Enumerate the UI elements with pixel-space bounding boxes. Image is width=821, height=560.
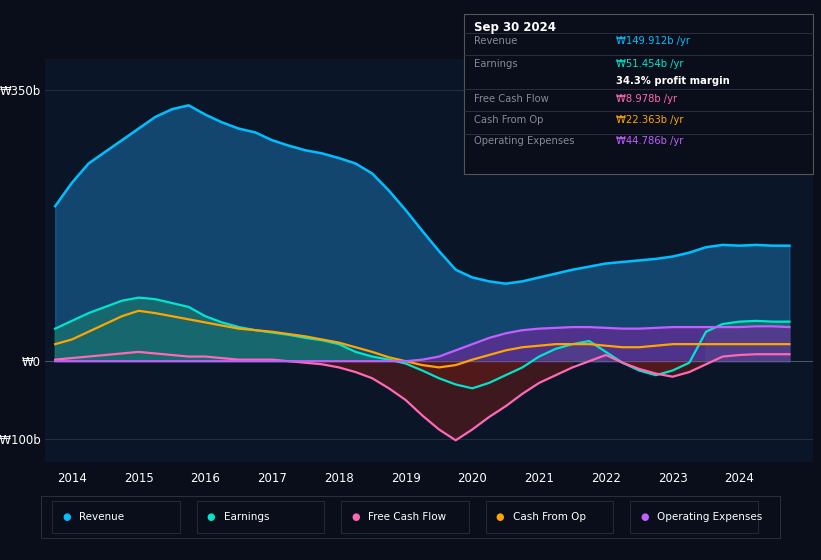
Text: ●: ● <box>640 512 649 522</box>
Text: Revenue: Revenue <box>80 512 125 522</box>
Text: ₩8.978b /yr: ₩8.978b /yr <box>616 94 677 104</box>
Text: Revenue: Revenue <box>474 36 517 46</box>
Text: ●: ● <box>207 512 215 522</box>
Text: ●: ● <box>496 512 504 522</box>
Text: Free Cash Flow: Free Cash Flow <box>369 512 447 522</box>
Text: ₩44.786b /yr: ₩44.786b /yr <box>616 136 683 146</box>
Text: Earnings: Earnings <box>474 59 517 69</box>
Text: ●: ● <box>62 512 71 522</box>
Text: ₩149.912b /yr: ₩149.912b /yr <box>616 36 690 46</box>
Text: 34.3% profit margin: 34.3% profit margin <box>616 76 730 86</box>
Text: Operating Expenses: Operating Expenses <box>474 136 574 146</box>
Text: ●: ● <box>351 512 360 522</box>
Text: Cash From Op: Cash From Op <box>513 512 586 522</box>
Text: ₩22.363b /yr: ₩22.363b /yr <box>616 115 683 125</box>
Text: Free Cash Flow: Free Cash Flow <box>474 94 548 104</box>
Text: ₩51.454b /yr: ₩51.454b /yr <box>616 59 683 69</box>
Text: Operating Expenses: Operating Expenses <box>658 512 763 522</box>
Text: Cash From Op: Cash From Op <box>474 115 544 125</box>
Text: Sep 30 2024: Sep 30 2024 <box>474 21 556 34</box>
Text: Earnings: Earnings <box>224 512 269 522</box>
